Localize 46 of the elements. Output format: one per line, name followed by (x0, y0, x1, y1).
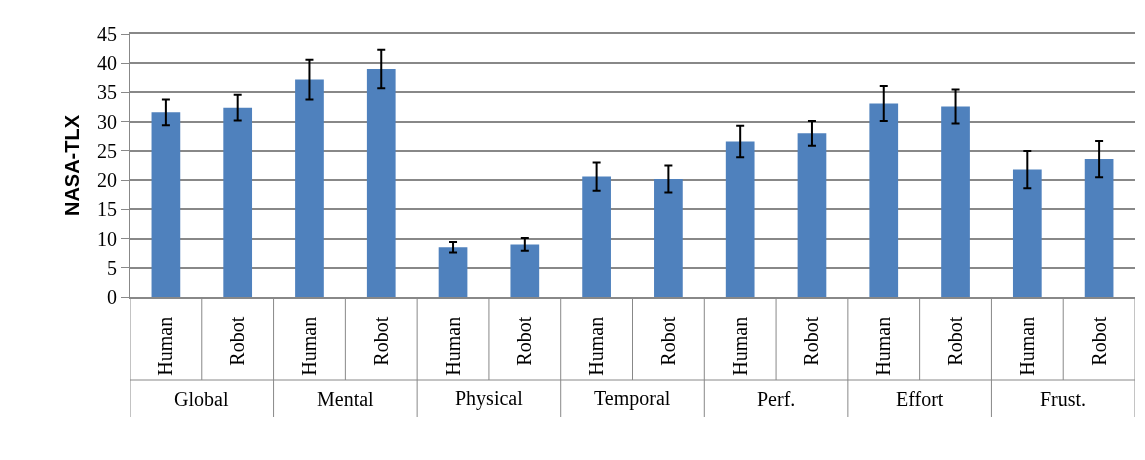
text: Global (174, 388, 229, 410)
x-tick-label: Human (872, 316, 895, 376)
x-tick-label: Human (1015, 316, 1038, 376)
x-tick-label: Robot (944, 316, 967, 366)
x-tick-label: Robot (226, 316, 249, 366)
text: Physical (455, 387, 524, 410)
bar (869, 103, 899, 297)
y-tick-label: 20 (97, 169, 117, 192)
x-tick-label: Robot (656, 316, 679, 366)
bar (151, 112, 181, 297)
text: Temporal (594, 387, 671, 410)
bar (1012, 169, 1042, 297)
bar (295, 79, 324, 297)
bar (941, 106, 970, 297)
text: Perf. (757, 388, 796, 410)
bar (725, 141, 755, 297)
y-tick-label: 30 (97, 110, 117, 133)
x-tick-label: Human (728, 316, 751, 376)
y-tick-label: 0 (107, 286, 117, 308)
x-tick-label: Human (297, 316, 320, 376)
bar (223, 107, 253, 297)
bar (654, 178, 683, 297)
y-tick-label: 45 (97, 23, 117, 45)
y-tick-label: 15 (97, 198, 117, 221)
bar (438, 247, 468, 297)
x-tick-label: Robot (369, 316, 392, 366)
bar (582, 176, 611, 297)
text: Frust. (1040, 388, 1087, 410)
x-tick-label: Human (585, 316, 608, 376)
bar (366, 69, 396, 297)
text: Mental (317, 388, 375, 410)
y-tick-label: 25 (97, 139, 117, 162)
x-tick-label: Robot (800, 316, 823, 366)
y-tick-label: 10 (97, 227, 117, 250)
text: Effort (896, 388, 944, 410)
bar (797, 133, 827, 297)
y-tick-label: 40 (97, 52, 117, 75)
y-tick-label: 5 (107, 256, 117, 279)
y-axis-title: NASA-TLX (60, 114, 83, 217)
x-tick-label: Human (441, 316, 464, 376)
y-tick-label: 35 (97, 81, 117, 104)
x-tick-label: Robot (513, 316, 536, 366)
x-tick-label: Human (154, 316, 177, 376)
bar (510, 244, 540, 297)
bar (1084, 159, 1114, 297)
x-tick-label: Robot (1087, 316, 1110, 366)
